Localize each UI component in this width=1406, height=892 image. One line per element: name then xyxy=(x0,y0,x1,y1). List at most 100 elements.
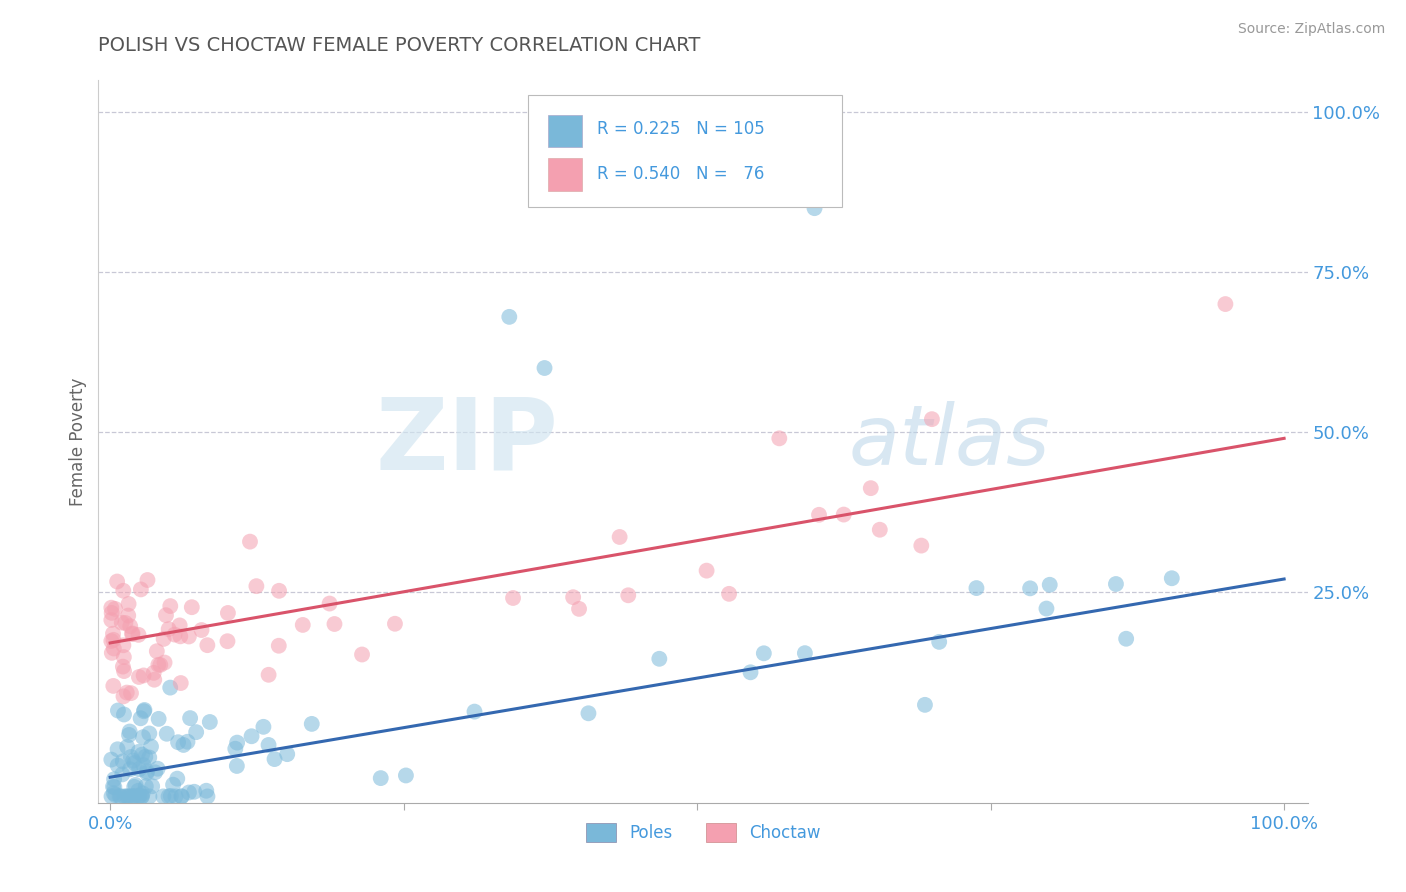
Point xyxy=(157,622,180,636)
Point xyxy=(122,754,145,768)
Point xyxy=(124,756,146,771)
Point xyxy=(136,573,159,587)
Point xyxy=(107,742,129,756)
Point xyxy=(112,789,135,804)
Point xyxy=(146,644,169,658)
Point xyxy=(138,789,160,804)
Text: Source: ZipAtlas.com: Source: ZipAtlas.com xyxy=(1237,22,1385,37)
Point xyxy=(149,657,172,672)
Point xyxy=(103,786,125,800)
Point xyxy=(112,650,135,665)
Point xyxy=(808,508,831,522)
Point xyxy=(111,754,134,768)
Point xyxy=(257,667,280,681)
Point xyxy=(155,608,177,623)
Point xyxy=(112,638,135,652)
Point xyxy=(148,657,170,672)
Point xyxy=(135,779,157,793)
Point xyxy=(117,597,139,611)
Point xyxy=(170,789,193,804)
Point xyxy=(132,704,155,718)
Point xyxy=(103,679,125,693)
Point xyxy=(156,727,179,741)
Point xyxy=(132,730,155,744)
Point xyxy=(141,779,163,793)
Point xyxy=(163,627,186,641)
Bar xyxy=(548,158,582,191)
Point xyxy=(291,618,314,632)
Point xyxy=(121,789,143,804)
Point xyxy=(370,771,392,785)
Point xyxy=(104,788,127,802)
Point xyxy=(239,534,262,549)
Point xyxy=(108,789,131,804)
Point xyxy=(160,789,183,803)
Point xyxy=(718,587,741,601)
Point xyxy=(752,646,775,660)
Point xyxy=(159,681,181,695)
Point xyxy=(740,665,762,680)
Point xyxy=(104,602,127,616)
Point xyxy=(1019,582,1042,596)
Point xyxy=(463,705,485,719)
Point xyxy=(120,686,142,700)
Point xyxy=(105,574,128,589)
Point xyxy=(1105,577,1128,591)
Point xyxy=(768,431,790,445)
Point xyxy=(153,656,176,670)
Point xyxy=(118,728,141,742)
Point xyxy=(103,780,125,794)
Point xyxy=(318,597,340,611)
Point xyxy=(198,714,221,729)
Point xyxy=(100,600,122,615)
Point xyxy=(170,676,193,690)
Point xyxy=(121,626,143,640)
Point xyxy=(138,750,160,764)
Point xyxy=(186,725,208,739)
Point xyxy=(301,717,323,731)
Point xyxy=(1035,601,1057,615)
Point xyxy=(100,634,122,648)
Point xyxy=(617,588,640,602)
Point xyxy=(142,665,165,680)
Point xyxy=(263,752,285,766)
Point xyxy=(1115,632,1137,646)
Point xyxy=(131,787,153,801)
FancyBboxPatch shape xyxy=(527,95,842,207)
Point xyxy=(146,762,169,776)
Point xyxy=(180,600,202,615)
Point xyxy=(533,361,555,376)
Point xyxy=(395,768,418,782)
Point xyxy=(152,789,174,804)
Point xyxy=(128,670,150,684)
Point xyxy=(129,711,152,725)
Point xyxy=(1039,578,1062,592)
Point xyxy=(169,629,191,643)
Point xyxy=(240,729,263,743)
Point xyxy=(112,690,135,704)
Point xyxy=(100,789,122,804)
Point xyxy=(128,762,150,776)
Point xyxy=(965,581,987,595)
Point xyxy=(498,310,520,324)
Text: ZIP: ZIP xyxy=(375,393,558,490)
Point xyxy=(1215,297,1237,311)
Point xyxy=(118,789,141,804)
Point xyxy=(384,616,406,631)
Point xyxy=(120,750,142,764)
Point xyxy=(103,641,125,656)
Point xyxy=(117,608,139,623)
Point xyxy=(648,652,671,666)
Point xyxy=(568,602,591,616)
Point xyxy=(118,724,141,739)
Point xyxy=(170,789,193,804)
Point xyxy=(143,765,166,780)
Point xyxy=(267,583,290,598)
Point xyxy=(139,739,162,754)
Point xyxy=(183,785,205,799)
Point xyxy=(100,613,122,627)
Point xyxy=(115,739,138,754)
Point xyxy=(115,685,138,699)
Text: R = 0.540   N =   76: R = 0.540 N = 76 xyxy=(596,165,763,183)
Point xyxy=(157,789,180,804)
